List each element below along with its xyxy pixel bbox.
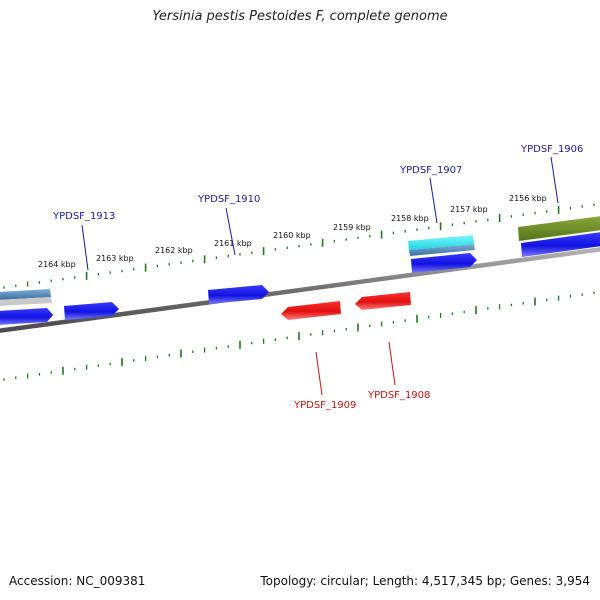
scale-tick-label: 2156 kbp — [509, 194, 547, 203]
genome-backbone — [0, 247, 600, 333]
gene-label-ypdsf-1907[interactable]: YPDSF_1907 — [399, 165, 462, 176]
gene-arrow-ypdsf-1906-blue[interactable] — [521, 232, 600, 257]
gene-labels: YPDSF_1913 YPDSF_1910 YPDSF_1907 YPDSF_1… — [52, 144, 583, 411]
connector-ypdsf-1909 — [315, 351, 323, 396]
gene-label-ypdsf-1909[interactable]: YPDSF_1909 — [293, 400, 356, 411]
scale-tick-label: 2158 kbp — [391, 214, 429, 223]
gene-label-ypdsf-1906[interactable]: YPDSF_1906 — [520, 144, 583, 155]
scale-tick-label: 2160 kbp — [273, 231, 311, 240]
gene-label-ypdsf-1913[interactable]: YPDSF_1913 — [52, 211, 115, 222]
gene-arrow-ypdsf-1907-blue[interactable] — [411, 253, 477, 273]
upper-scale-track — [3, 203, 595, 289]
scale-tick-label: 2157 kbp — [450, 205, 488, 214]
scale-tick-label: 2163 kbp — [96, 254, 134, 263]
accession-text: Accession: NC_009381 — [9, 574, 146, 588]
connector-ypdsf-1908 — [388, 341, 396, 386]
gene-arrow-ypdsf-1907-steel[interactable] — [409, 244, 475, 256]
connector-ypdsf-1913 — [81, 224, 89, 271]
gene-arrow-ypdsf-1906-olive[interactable] — [518, 216, 600, 241]
gene-label-ypdsf-1908[interactable]: YPDSF_1908 — [367, 390, 430, 401]
label-connectors — [81, 156, 559, 396]
gene-arrow-ypdsf-1913[interactable] — [64, 302, 119, 320]
scale-tick-label: 2159 kbp — [333, 223, 371, 232]
gene-arrow-ypdsf-1909[interactable] — [281, 301, 341, 320]
gene-arrow-ypdsf-1907-cyan[interactable] — [408, 235, 474, 250]
gene-arrow-steel-left[interactable] — [0, 289, 51, 300]
gene-arrow-ypdsf-1910[interactable] — [208, 285, 269, 304]
map-title: Yersinia pestis Pestoides F, complete ge… — [152, 9, 448, 24]
scale-tick-label: 2164 kbp — [38, 260, 76, 269]
gene-label-ypdsf-1910[interactable]: YPDSF_1910 — [197, 194, 260, 205]
forward-strand-genes — [0, 216, 600, 325]
connector-ypdsf-1906 — [550, 156, 559, 204]
scale-tick-label: 2162 kbp — [155, 246, 193, 255]
gene-arrow-blue-left[interactable] — [0, 308, 53, 325]
gene-arrow-ypdsf-1908[interactable] — [355, 292, 411, 310]
connector-ypdsf-1907 — [429, 177, 438, 224]
lower-scale-track — [3, 291, 595, 381]
reverse-strand-genes — [281, 292, 411, 320]
genome-stats-text: Topology: circular; Length: 4,517,345 bp… — [260, 574, 590, 588]
gene-arrow-grey-left[interactable] — [0, 297, 52, 306]
connector-ypdsf-1910 — [225, 207, 236, 256]
